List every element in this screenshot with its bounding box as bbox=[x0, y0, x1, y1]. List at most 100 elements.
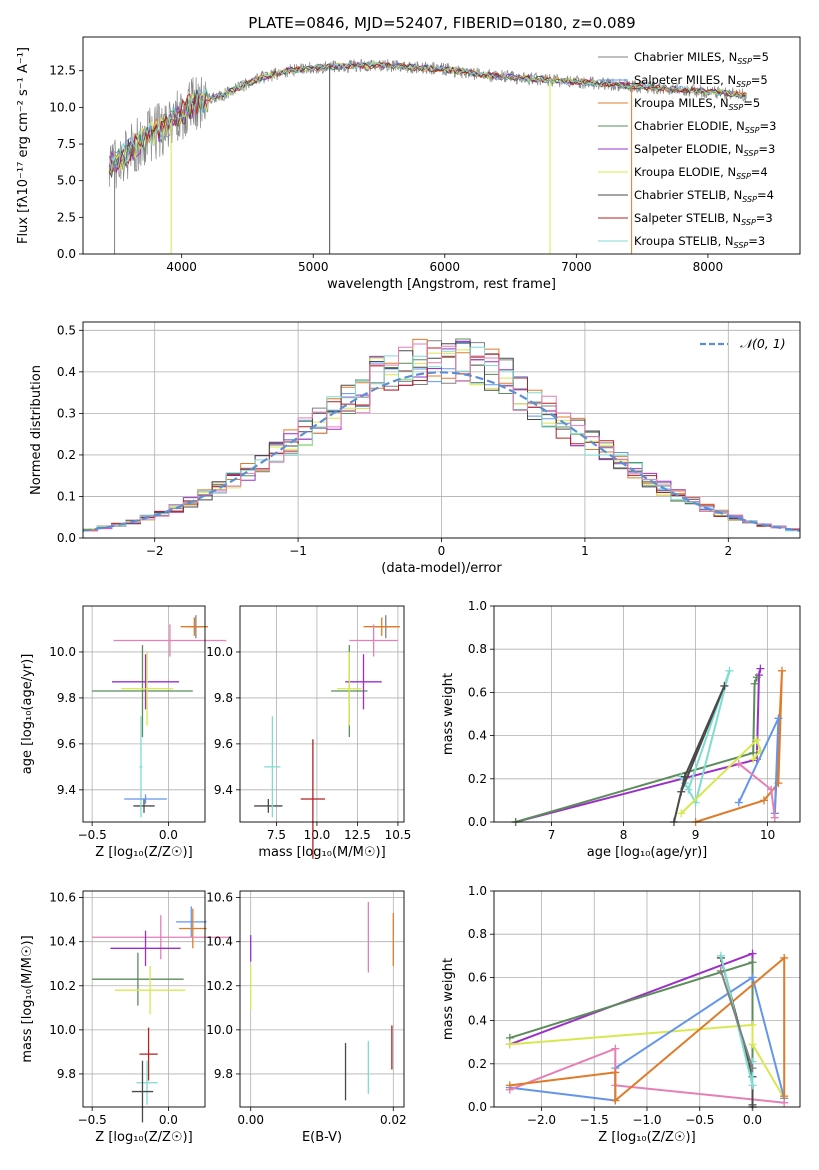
chart-age_vs_Z: −0.5 0.0 9.4 9.6 9.8 10.0 Z [log₁₀(Z/Z☉)] age [… bbox=[20, 605, 227, 860]
tick-label-y: 9.8 bbox=[214, 1067, 233, 1081]
errorbar-point bbox=[337, 651, 362, 726]
chart-massweight_vs_Z: −2.0 −1.5 −1.0 −0.5 0.0 0.0 0.2 0.4 0.6 0.8 1.0 Z [… bbox=[441, 884, 801, 1145]
weight-marker bbox=[505, 1081, 514, 1090]
axis-label-y: mass [log₁₀(M/M☉)] bbox=[20, 935, 35, 1062]
errorbar-point bbox=[92, 645, 193, 737]
figure-title: PLATE=0846, MJD=52407, FIBERID=0180, z=0… bbox=[248, 14, 635, 32]
tick-label-y: 0.3 bbox=[57, 406, 76, 420]
tick-label-y: 10.6 bbox=[206, 891, 233, 905]
weight-marker bbox=[720, 681, 729, 690]
tick-label-y: 1.0 bbox=[468, 599, 487, 613]
spectrum-lines bbox=[108, 58, 748, 254]
histogram-series bbox=[83, 343, 800, 532]
weight-marker bbox=[749, 755, 758, 764]
tick-label-y: 1.0 bbox=[468, 884, 487, 898]
errorbar-point bbox=[176, 906, 207, 938]
legend-sub: SSP bbox=[741, 218, 756, 227]
tick-label-y: 10.0 bbox=[206, 645, 233, 659]
weight-marker bbox=[770, 813, 779, 822]
errorbar-point bbox=[131, 1060, 154, 1123]
weight-marker bbox=[756, 664, 765, 673]
tick-label-x: −1 bbox=[289, 544, 307, 558]
tick-label-x: 7.5 bbox=[267, 828, 286, 842]
axis-label-x: Z [log₁₀(Z/Z☉)] bbox=[95, 1130, 192, 1145]
errorbar-point bbox=[124, 794, 167, 804]
axes-frame bbox=[82, 36, 801, 255]
errorbar-point bbox=[180, 617, 209, 636]
legend-sub: SSP bbox=[736, 172, 751, 181]
weight-series bbox=[509, 1023, 786, 1099]
errorbar-point bbox=[92, 952, 184, 1006]
legend-sub: SSP bbox=[742, 195, 757, 204]
errorbar-point bbox=[345, 654, 382, 710]
weight-marker bbox=[774, 714, 783, 723]
tick-label-y: 12.5 bbox=[49, 64, 76, 78]
tick-label-x: 4000 bbox=[166, 260, 197, 274]
tick-label-y: 9.4 bbox=[57, 783, 76, 797]
weight-marker bbox=[767, 785, 776, 794]
errorbar-point bbox=[121, 651, 173, 726]
axis-label-y: Flux [fλ10⁻¹⁷ erg cm⁻² s⁻¹ A⁻¹] bbox=[16, 47, 31, 244]
legend-label: Chabrier ELODIE, NSSP=3 bbox=[634, 119, 776, 135]
tick-label-x: 7 bbox=[548, 828, 556, 842]
legend-sub: SSP bbox=[734, 241, 749, 250]
legend-sub: SSP bbox=[729, 103, 744, 112]
legend-label: Salpeter ELODIE, NSSP=3 bbox=[634, 142, 775, 158]
weight-marker bbox=[748, 949, 757, 958]
tick-label-y: 9.8 bbox=[57, 691, 76, 705]
tick-label-x: 6000 bbox=[430, 260, 461, 274]
axes-frame bbox=[493, 605, 801, 823]
legend-val: =4 bbox=[751, 165, 768, 179]
axis-label-y: age [log₁₀(age/yr)] bbox=[20, 654, 35, 775]
weight-marker bbox=[505, 1040, 514, 1049]
tick-label-x: 10.5 bbox=[385, 828, 412, 842]
chart-residuals: −2 −1 0 1 2 0.0 0.1 0.2 0.3 0.4 0.5 (data-model)/er… bbox=[29, 321, 801, 576]
tick-label-y: 0.2 bbox=[57, 448, 76, 462]
tick-label-x: −1.0 bbox=[632, 1113, 661, 1127]
axes-frame bbox=[82, 321, 801, 539]
tick-label-x: 10.0 bbox=[304, 828, 331, 842]
axis-label-y: mass weight bbox=[441, 958, 456, 1040]
tick-label-x: −2.0 bbox=[527, 1113, 556, 1127]
tick-label-y: 9.8 bbox=[57, 1067, 76, 1081]
chart-mass_vs_Z: −0.5 0.0 9.8 10.0 10.2 10.4 10.6 Z [log₁₀(Z/Z☉)… bbox=[20, 890, 230, 1145]
errorbar-point bbox=[111, 654, 180, 710]
tick-label-y: 10.2 bbox=[206, 979, 233, 993]
tick-label-x: 0.02 bbox=[380, 1113, 407, 1127]
chart-spectrum: 4000 5000 6000 7000 8000 0.0 2.5 5.0 7.5 10.0 12.5… bbox=[16, 36, 801, 292]
weight-marker bbox=[677, 809, 686, 818]
tick-label-x: 10 bbox=[760, 828, 775, 842]
tick-label-x: −0.5 bbox=[78, 828, 107, 842]
weight-marker bbox=[752, 735, 761, 744]
weight-marker bbox=[734, 759, 743, 768]
tick-label-y: 0.6 bbox=[468, 970, 487, 984]
axis-label-y: Normed distribution bbox=[29, 365, 44, 495]
weight-series bbox=[509, 952, 754, 1107]
tick-label-x: 1 bbox=[581, 544, 589, 558]
errorbar-point bbox=[363, 617, 400, 636]
weight-series bbox=[680, 738, 762, 815]
tick-label-y: 0.6 bbox=[468, 685, 487, 699]
tick-label-y: 0.1 bbox=[57, 489, 76, 503]
weight-marker bbox=[677, 787, 686, 796]
axes-frame bbox=[82, 605, 206, 823]
weight-marker bbox=[680, 772, 689, 781]
tick-label-x: −2 bbox=[146, 544, 164, 558]
weight-marker bbox=[748, 1040, 757, 1049]
legend-label: Kroupa MILES, NSSP=5 bbox=[634, 96, 760, 112]
tick-label-y: 0.8 bbox=[468, 642, 487, 656]
axis-label-y: mass weight bbox=[441, 673, 456, 755]
tick-label-y: 9.6 bbox=[57, 737, 76, 751]
tick-label-y: 0.0 bbox=[57, 247, 76, 261]
legend-label: Salpeter MILES, NSSP=5 bbox=[634, 73, 768, 89]
tick-label-y: 10.0 bbox=[49, 100, 76, 114]
tick-label-x: 5000 bbox=[298, 260, 329, 274]
tick-label-x: 8 bbox=[620, 828, 628, 842]
legend-label: Chabrier STELIB, NSSP=4 bbox=[634, 188, 774, 204]
axis-label-x: Z [log₁₀(Z/Z☉)] bbox=[598, 1130, 695, 1145]
legend-sub: SSP bbox=[744, 149, 759, 158]
tick-label-x: 8000 bbox=[693, 260, 724, 274]
tick-label-y: 5.0 bbox=[57, 174, 76, 188]
weight-marker bbox=[780, 953, 789, 962]
